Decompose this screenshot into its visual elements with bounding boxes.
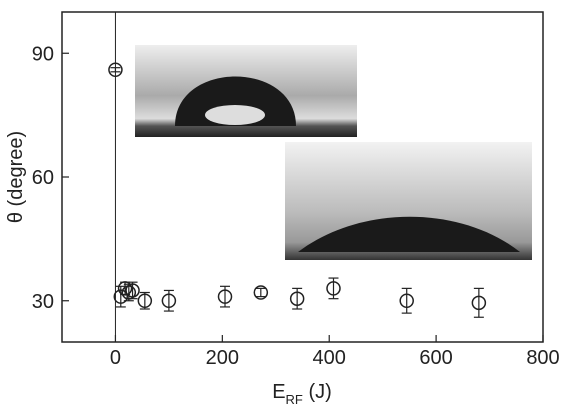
y-tick-label: 60: [32, 167, 54, 189]
data-point: [289, 291, 305, 306]
y-axis-label: θ (degree): [5, 131, 27, 223]
data-point: [161, 293, 177, 308]
data-point: [137, 293, 153, 308]
y-tick-label: 30: [32, 291, 54, 313]
x-axis-label: ERF (J): [272, 381, 332, 407]
inset-image-low-angle: [285, 142, 532, 260]
data-point: [471, 295, 487, 311]
data-point: [217, 289, 233, 304]
data-point: [117, 281, 133, 296]
x-tick-label: 400: [313, 347, 346, 369]
x-tick-label: 0: [110, 347, 121, 369]
data-point: [125, 283, 140, 298]
x-tick-label: 200: [206, 347, 239, 369]
y-tick-label: 90: [32, 43, 54, 65]
x-tick-label: 800: [526, 347, 559, 369]
data-point: [253, 285, 269, 300]
data-point: [108, 62, 123, 77]
data-point: [399, 293, 414, 308]
data-point: [113, 289, 129, 304]
x-tick-label: 600: [419, 347, 452, 369]
data-point: [326, 281, 341, 296]
inset-image-high-angle: [135, 45, 357, 137]
